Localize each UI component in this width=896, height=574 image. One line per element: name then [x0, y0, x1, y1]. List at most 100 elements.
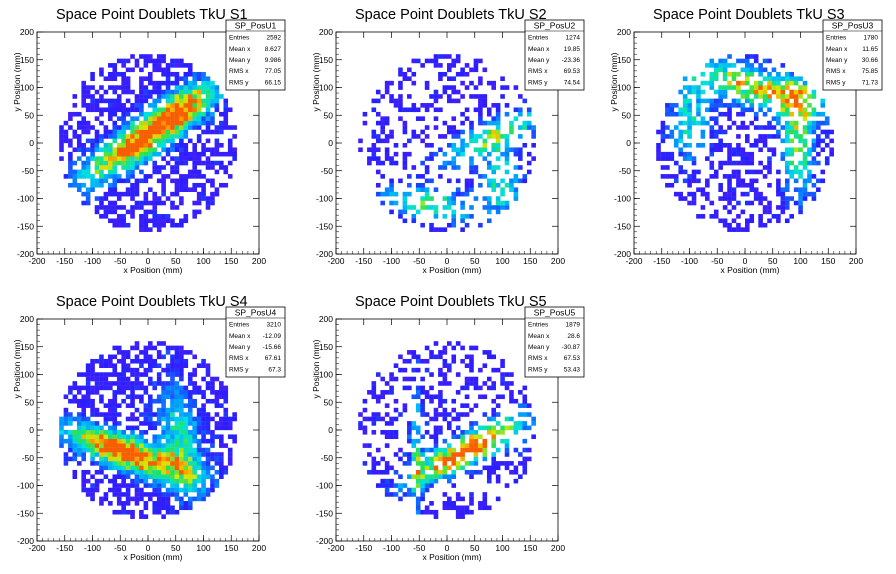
histogram-bin — [447, 452, 452, 457]
histogram-bin — [807, 147, 812, 153]
histogram-bin — [134, 367, 140, 373]
histogram-bin — [531, 416, 536, 422]
histogram-bin — [713, 214, 719, 219]
histogram-bin — [72, 456, 78, 462]
histogram-bin — [451, 196, 457, 201]
histogram-bin — [380, 129, 385, 135]
histogram-bin — [669, 111, 675, 117]
histogram-bin — [758, 103, 763, 108]
histogram-bin — [473, 443, 479, 448]
histogram-bin — [99, 478, 104, 484]
histogram-bin — [389, 483, 394, 488]
histogram-bin — [68, 143, 73, 148]
x-tick-label: 200 — [252, 256, 266, 266]
histogram-bin — [362, 425, 368, 431]
histogram-bin — [139, 452, 144, 457]
histogram-bin — [424, 178, 430, 184]
histogram-bin — [371, 390, 377, 395]
histogram-bin — [736, 227, 741, 232]
histogram-bin — [789, 103, 794, 108]
histogram-bin — [196, 492, 202, 497]
histogram-bin — [745, 227, 750, 232]
histogram-bin — [210, 416, 215, 422]
histogram-bin — [205, 425, 211, 431]
histogram-bin — [513, 196, 519, 201]
histogram-bin — [407, 421, 412, 426]
histogram-bin — [705, 196, 710, 201]
histogram-bin — [232, 416, 237, 422]
histogram-bin — [504, 465, 510, 471]
histogram-bin — [455, 452, 461, 457]
histogram-bin — [121, 452, 126, 457]
histogram-bin — [784, 80, 790, 86]
histogram-bin — [108, 191, 113, 197]
histogram-bin — [447, 501, 452, 506]
histogram-bin — [486, 129, 492, 135]
histogram-bin — [196, 103, 202, 108]
histogram-bin — [793, 94, 799, 99]
histogram-bin — [478, 58, 483, 64]
histogram-bin — [469, 438, 474, 444]
histogram-bin — [482, 456, 488, 462]
histogram-bin — [500, 94, 505, 99]
histogram-bin — [798, 174, 803, 179]
histogram-bin — [148, 443, 153, 448]
histogram-bin — [76, 447, 82, 453]
histogram-bin — [784, 165, 790, 170]
histogram-bin — [174, 398, 180, 404]
histogram-bin — [148, 354, 153, 360]
histogram-bin — [161, 452, 166, 457]
histogram-bin — [210, 443, 215, 448]
histogram-bin — [745, 94, 750, 99]
histogram-bin — [165, 111, 171, 117]
histogram-bin — [789, 94, 794, 99]
x-tick-label: -100 — [84, 543, 101, 553]
histogram-bin — [522, 174, 528, 179]
histogram-bin — [371, 156, 377, 161]
histogram-bin — [486, 209, 492, 215]
histogram-bin — [709, 214, 715, 219]
y-axis-label: y Position (mm) — [311, 339, 321, 398]
histogram-bin — [139, 178, 144, 184]
histogram-bin — [205, 129, 211, 135]
histogram-bin — [776, 80, 781, 86]
histogram-bin — [179, 501, 184, 506]
histogram-bin — [116, 160, 122, 166]
histogram-bin — [139, 398, 144, 404]
histogram-bin — [700, 116, 706, 121]
histogram-bin — [156, 478, 162, 484]
histogram-bin — [161, 443, 166, 448]
histogram-bin — [205, 178, 211, 184]
histogram-bin — [509, 461, 514, 466]
histogram-bin — [76, 452, 82, 457]
histogram-bin — [500, 394, 505, 400]
histogram-bin — [460, 385, 465, 391]
histogram-bin — [375, 138, 381, 144]
histogram-bin — [103, 385, 109, 391]
histogram-bin — [504, 461, 510, 466]
histogram-bin — [148, 120, 153, 126]
histogram-bin — [112, 125, 118, 130]
histogram-bin — [420, 103, 425, 108]
histogram-bin — [134, 407, 140, 413]
histogram-bin — [758, 138, 763, 144]
histogram-bin — [130, 107, 135, 113]
histogram-bin — [811, 147, 817, 153]
histogram-bin — [59, 443, 64, 448]
histogram-bin — [148, 425, 153, 431]
histogram-bin — [161, 187, 166, 192]
histogram-bin — [152, 89, 158, 95]
histogram-bin — [76, 430, 82, 435]
histogram-bin — [130, 125, 135, 130]
histogram-bin — [170, 469, 175, 475]
histogram-bin — [201, 196, 206, 201]
histogram-bin — [749, 107, 755, 113]
histogram-bin — [170, 367, 175, 373]
histogram-bin — [170, 416, 175, 422]
histogram-bin — [125, 367, 131, 373]
histogram-bin — [214, 461, 220, 466]
stats-value: 1780 — [864, 35, 879, 42]
histogram-bin — [68, 438, 73, 444]
histogram-bin — [156, 469, 162, 475]
histogram-bin — [473, 403, 479, 408]
